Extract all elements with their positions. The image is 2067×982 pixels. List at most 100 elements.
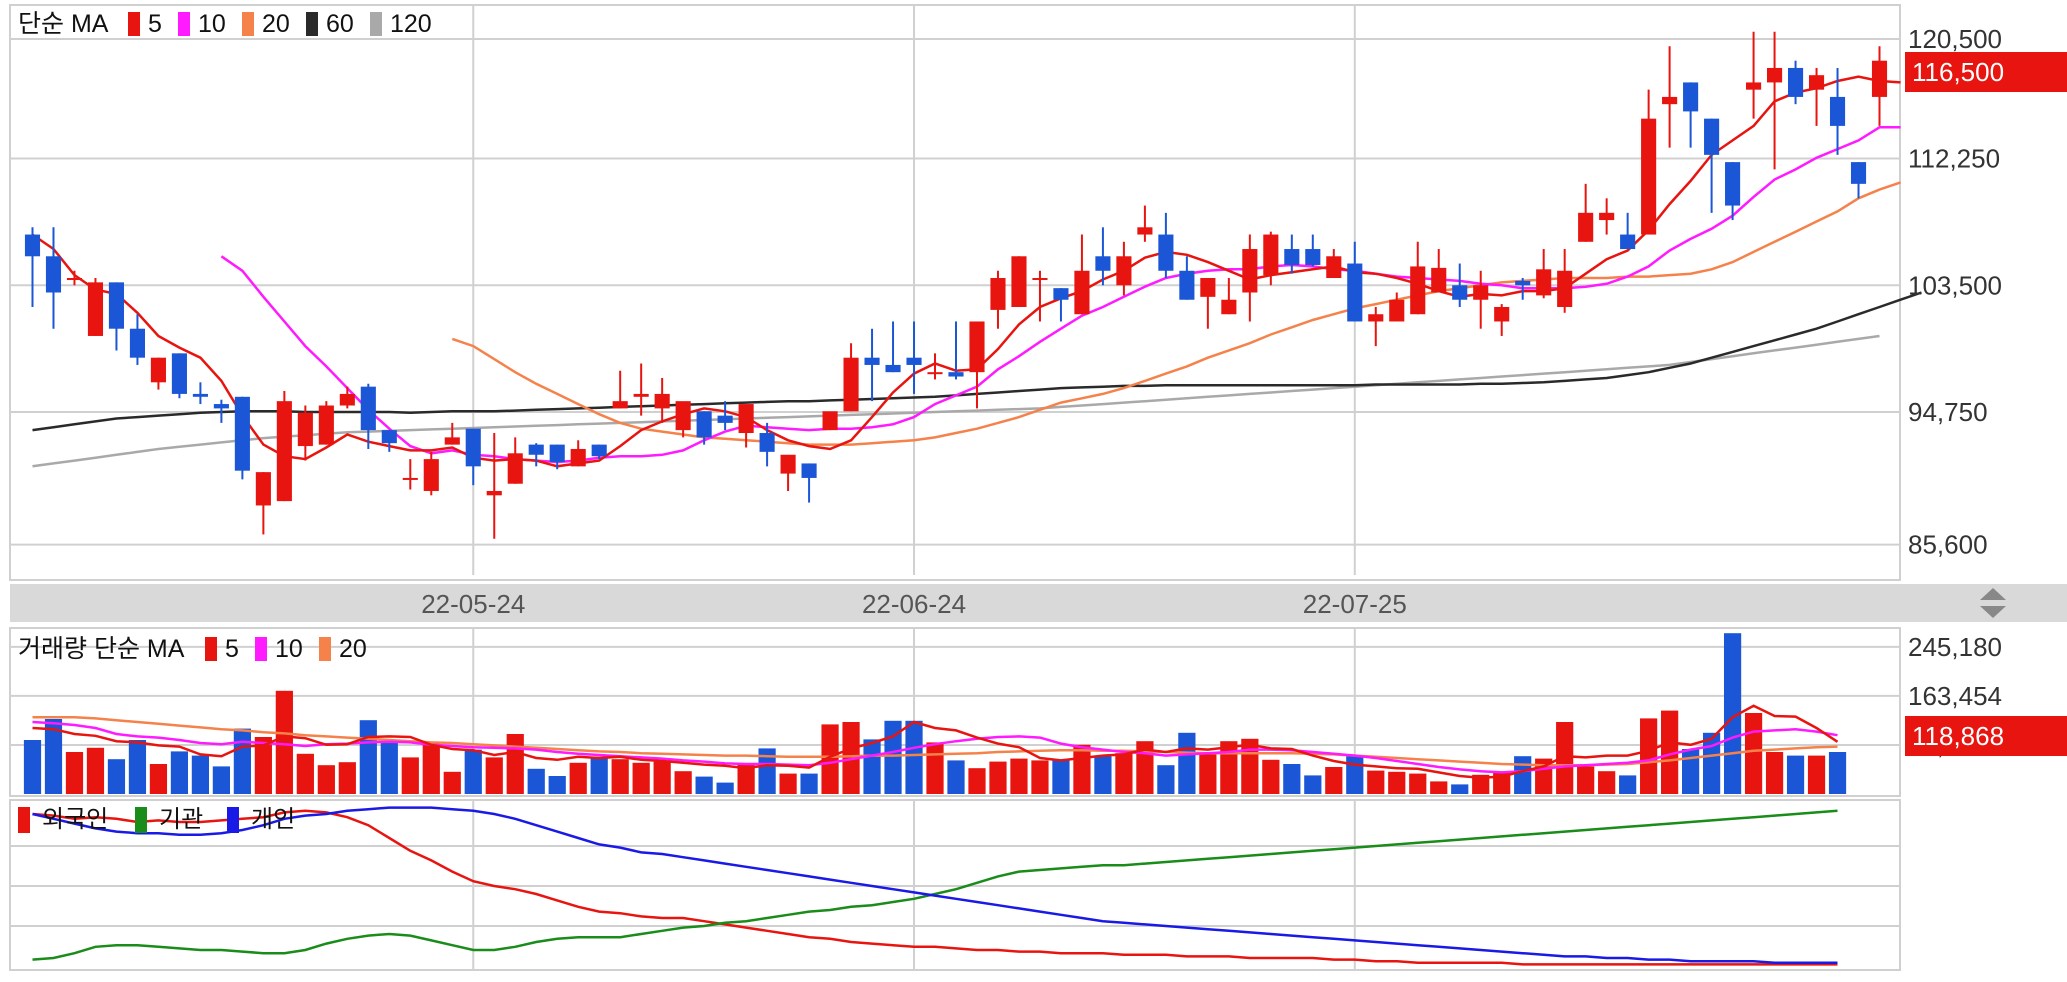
candle[interactable]: [45, 227, 62, 329]
volume-bar[interactable]: [1115, 753, 1133, 794]
volume-bar[interactable]: [128, 740, 147, 794]
candle[interactable]: [1116, 241, 1132, 296]
candle[interactable]: [1410, 241, 1426, 315]
volume-bar[interactable]: [422, 741, 440, 794]
candle[interactable]: [654, 377, 670, 423]
candle[interactable]: [1200, 278, 1216, 329]
candle[interactable]: [1871, 46, 1888, 126]
volume-bar[interactable]: [1304, 775, 1322, 794]
volume-bar[interactable]: [968, 768, 986, 794]
volume-bar[interactable]: [1031, 760, 1049, 794]
candle[interactable]: [822, 411, 838, 431]
volume-bar[interactable]: [800, 773, 818, 794]
candle[interactable]: [444, 422, 460, 445]
volume-bar[interactable]: [506, 734, 524, 794]
candle[interactable]: [1347, 241, 1363, 322]
volume-bar[interactable]: [1409, 773, 1427, 794]
volume-bar[interactable]: [1199, 753, 1217, 794]
candle[interactable]: [1431, 249, 1447, 293]
candle[interactable]: [150, 357, 166, 390]
candle[interactable]: [465, 428, 481, 486]
volume-bar[interactable]: [443, 771, 461, 794]
volume-bar[interactable]: [1640, 718, 1658, 794]
candle[interactable]: [486, 433, 502, 539]
candle[interactable]: [717, 401, 733, 431]
candle[interactable]: [1746, 31, 1762, 119]
volume-bar[interactable]: [107, 759, 126, 794]
volume-bar[interactable]: [1765, 752, 1784, 794]
volume-bar[interactable]: [1283, 764, 1301, 794]
volume-bar[interactable]: [1010, 758, 1028, 794]
candle[interactable]: [885, 321, 901, 373]
candle[interactable]: [1263, 231, 1279, 286]
candle[interactable]: [1473, 270, 1489, 329]
candle[interactable]: [423, 451, 439, 496]
candle[interactable]: [528, 443, 544, 467]
volume-bar[interactable]: [1744, 713, 1763, 794]
candle[interactable]: [1620, 212, 1636, 250]
volume-bar[interactable]: [674, 771, 692, 794]
candle[interactable]: [1683, 82, 1699, 148]
volume-bar[interactable]: [1661, 710, 1679, 794]
candle[interactable]: [612, 370, 628, 409]
candle[interactable]: [1767, 31, 1783, 170]
volume-bar[interactable]: [275, 690, 293, 794]
volume-bar[interactable]: [1472, 774, 1490, 794]
volume-bar[interactable]: [359, 720, 377, 794]
candle[interactable]: [948, 321, 964, 380]
candle[interactable]: [360, 383, 376, 449]
volume-bar[interactable]: [86, 747, 105, 794]
candle[interactable]: [1578, 183, 1594, 242]
candle[interactable]: [507, 437, 523, 484]
volume-bar[interactable]: [695, 776, 713, 794]
candle[interactable]: [339, 386, 355, 409]
candle[interactable]: [1452, 263, 1468, 307]
candle[interactable]: [1494, 304, 1510, 336]
investor-panel[interactable]: 외국인 기관 개인: [9, 799, 1901, 971]
volume-bar[interactable]: [1346, 755, 1364, 794]
candle[interactable]: [1599, 198, 1615, 235]
candle[interactable]: [192, 382, 208, 405]
volume-bar[interactable]: [947, 760, 965, 794]
candle[interactable]: [213, 399, 229, 423]
candle[interactable]: [1829, 67, 1846, 155]
candle[interactable]: [549, 444, 565, 470]
candle[interactable]: [591, 444, 607, 460]
candle[interactable]: [1557, 249, 1573, 313]
volume-bar[interactable]: [485, 757, 503, 794]
candle[interactable]: [1158, 212, 1174, 279]
candles[interactable]: [24, 31, 1888, 539]
volume-bar[interactable]: [590, 756, 608, 794]
candle[interactable]: [255, 472, 271, 535]
candle[interactable]: [1662, 46, 1678, 148]
scroll-arrows-icon[interactable]: [1980, 588, 2006, 618]
volume-bar[interactable]: [1619, 775, 1637, 794]
volume-bar[interactable]: [212, 766, 230, 794]
candle[interactable]: [108, 282, 125, 351]
candle[interactable]: [129, 314, 145, 365]
candle[interactable]: [1704, 118, 1720, 213]
volume-bar[interactable]: [170, 751, 189, 794]
volume-bar[interactable]: [1807, 755, 1826, 794]
candle[interactable]: [696, 411, 712, 445]
candle[interactable]: [1326, 249, 1342, 279]
volume-bar[interactable]: [1556, 722, 1574, 794]
candle[interactable]: [1011, 256, 1027, 307]
volume-bar[interactable]: [758, 748, 776, 794]
volume-bar[interactable]: [1702, 732, 1721, 794]
candle[interactable]: [1053, 288, 1069, 322]
volume-bar[interactable]: [254, 737, 272, 794]
volume-bar[interactable]: [317, 765, 335, 794]
candle[interactable]: [1074, 234, 1090, 315]
candle[interactable]: [381, 430, 397, 452]
volume-bar[interactable]: [464, 749, 482, 794]
candle[interactable]: [234, 396, 250, 480]
candle[interactable]: [318, 401, 334, 445]
price-panel[interactable]: 120,500 112,250 103,500 94,750 85,600 116,50…: [9, 4, 2067, 581]
volume-bar[interactable]: [191, 755, 210, 794]
candle[interactable]: [990, 270, 1006, 329]
volume-bar[interactable]: [926, 742, 944, 794]
volume-bar[interactable]: [1157, 765, 1175, 794]
candle[interactable]: [1221, 278, 1237, 315]
